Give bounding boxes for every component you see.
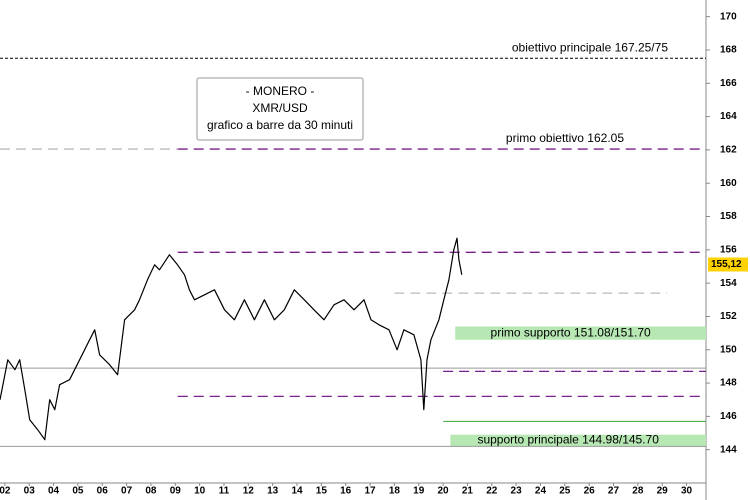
x-tick-label: 17 — [364, 486, 376, 497]
y-tick-label: 164 — [720, 111, 737, 122]
x-tick-label: 26 — [584, 486, 596, 497]
x-tick-label: 29 — [657, 486, 669, 497]
support-zone — [450, 434, 706, 447]
x-tick-label: 12 — [243, 486, 255, 497]
y-tick-label: 160 — [720, 178, 737, 189]
x-tick-label: 25 — [559, 486, 571, 497]
info-text: - MONERO - — [246, 84, 315, 98]
x-tick-label: 04 — [48, 486, 60, 497]
x-tick-label: 16 — [340, 486, 352, 497]
y-tick-label: 154 — [720, 278, 737, 289]
info-text: grafico a barre da 30 minuti — [207, 118, 353, 132]
x-tick-label: 07 — [121, 486, 133, 497]
last-price-tag — [708, 257, 748, 272]
y-tick-label: 158 — [720, 211, 737, 222]
x-tick-label: 20 — [438, 486, 450, 497]
info-box — [196, 77, 364, 141]
x-tick-label: 02 — [0, 486, 11, 497]
x-tick-label: 11 — [219, 486, 230, 497]
x-tick-label: 21 — [462, 486, 474, 497]
x-tick-label: 30 — [681, 486, 693, 497]
zone-label: supporto principale 144.98/145.70 — [477, 433, 659, 447]
y-tick-label: 144 — [720, 444, 737, 455]
y-tick-label: 166 — [720, 78, 737, 89]
y-tick-label: 156 — [720, 244, 737, 255]
x-tick-label: 05 — [72, 486, 84, 497]
info-text: XMR/USD — [252, 101, 308, 115]
x-tick-label: 19 — [413, 486, 425, 497]
support-zone — [455, 326, 706, 340]
last-price-label: 155,12 — [711, 259, 742, 270]
level-label: primo obiettivo 162.05 — [506, 131, 624, 145]
x-tick-label: 08 — [145, 486, 157, 497]
x-tick-label: 10 — [194, 486, 206, 497]
y-tick-label: 152 — [720, 311, 737, 322]
x-tick-label: 09 — [170, 486, 182, 497]
x-tick-label: 27 — [608, 486, 620, 497]
y-tick-label: 162 — [720, 145, 737, 156]
level-label: obiettivo principale 167.25/75 — [512, 40, 668, 54]
zone-label: primo supporto 151.08/151.70 — [491, 325, 651, 339]
x-tick-label: 18 — [389, 486, 401, 497]
x-tick-label: 24 — [535, 486, 547, 497]
x-tick-label: 23 — [511, 486, 523, 497]
x-tick-label: 14 — [291, 486, 303, 497]
x-tick-label: 28 — [632, 486, 644, 497]
price-line — [0, 237, 463, 441]
y-tick-label: 146 — [720, 411, 737, 422]
y-tick-label: 168 — [720, 45, 737, 56]
x-tick-label: 22 — [486, 486, 498, 497]
x-tick-label: 03 — [24, 486, 36, 497]
x-tick-label: 15 — [316, 486, 328, 497]
y-tick-label: 150 — [720, 344, 737, 355]
x-tick-label: 13 — [267, 486, 279, 497]
y-tick-label: 148 — [720, 378, 737, 389]
x-tick-label: 06 — [97, 486, 109, 497]
y-tick-label: 170 — [720, 11, 737, 22]
